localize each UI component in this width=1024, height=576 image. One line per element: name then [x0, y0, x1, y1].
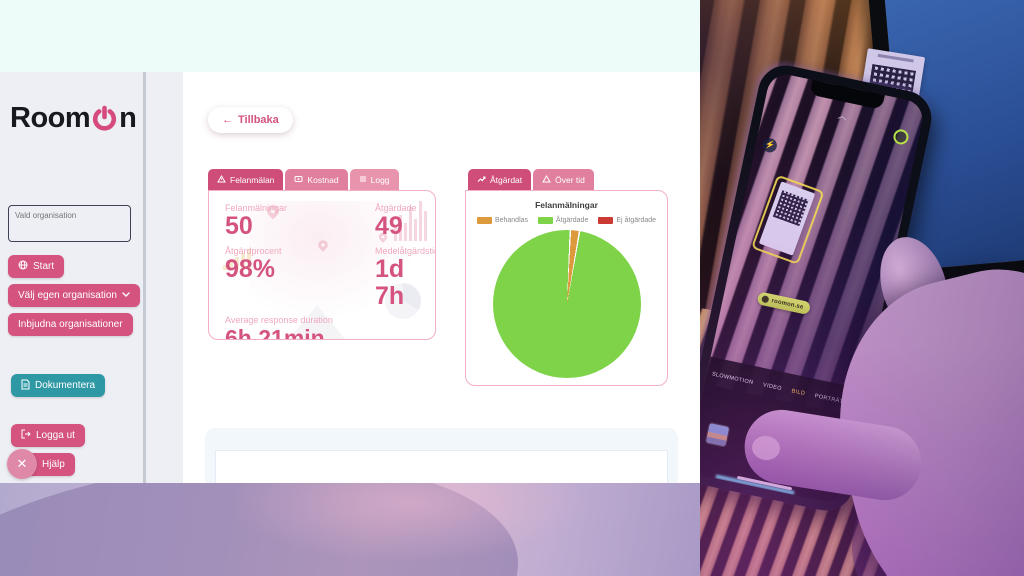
tab-kostnad[interactable]: Kostnad	[285, 169, 348, 190]
stat-label: Felanmälningar	[225, 203, 288, 213]
tab-logg-label: Logg	[370, 174, 390, 185]
tab-atgardat-label: Åtgärdat	[490, 174, 523, 185]
legend-label: Behandlas	[494, 217, 529, 224]
stat-felanmalningar: Felanmälningar 50	[225, 203, 375, 242]
roomon-app: Room n Start Välj egen organisation	[0, 0, 700, 576]
legend-swatch	[476, 217, 492, 224]
help-label: Hjälp	[42, 459, 65, 470]
pie-chart	[492, 230, 641, 378]
legend-label: Åtgärdade	[556, 217, 589, 224]
qr-sticker-title	[877, 53, 914, 63]
arrow-left-icon: ←	[222, 114, 233, 126]
power-icon	[91, 105, 118, 132]
legend-ej-atgardade: Ej åtgärdade	[598, 217, 656, 224]
lower-table-body	[215, 450, 668, 488]
stats-panel: Felanmälningar 50 Åtgärdade 49 Åtgärdpro…	[209, 191, 435, 339]
stat-wide-value: 6h 21min	[225, 324, 325, 340]
invited-organisations-label: Inbjudna organisationer	[18, 319, 123, 330]
legend-swatch	[598, 217, 614, 224]
tab-felanmalan-label: Felanmälan	[230, 174, 275, 185]
trend-chart-icon	[477, 175, 486, 185]
warning-triangle-icon	[217, 174, 226, 185]
logo-text-room: Room	[10, 102, 91, 134]
stat-value: 1d 7h	[375, 255, 405, 310]
legend-label: Ej åtgärdade	[616, 217, 657, 224]
start-button[interactable]: Start	[8, 255, 65, 278]
stat-label: Åtgärdprocent	[225, 246, 282, 257]
mode-slowmotion: SLOWMOTION	[711, 371, 754, 387]
chat-close-button[interactable]: ✕	[7, 449, 37, 479]
lower-table-section	[205, 428, 678, 488]
stats-tabs: Felanmälan Kostnad Logg	[208, 169, 399, 190]
back-button[interactable]: ← Tillbaka	[208, 107, 293, 133]
stat-label: Åtgärdade	[375, 203, 417, 213]
qr-code	[772, 190, 809, 227]
chevron-down-icon	[122, 290, 130, 301]
org-select-input[interactable]	[8, 205, 131, 242]
roomon-logo: Room n	[10, 102, 137, 135]
photo-thumbnail	[704, 421, 731, 448]
chart-legend: Behandlas Åtgärdade Ej åtgärdade	[466, 217, 667, 224]
logout-icon	[21, 429, 31, 442]
invited-organisations-button[interactable]: Inbjudna organisationer	[8, 313, 133, 336]
mode-video: VIDEO	[762, 382, 783, 393]
tab-over-tid-label: Över tid	[555, 174, 585, 185]
back-label: Tillbaka	[238, 114, 279, 126]
choose-organisation-label: Välj egen organisation	[18, 290, 117, 301]
qr-mini-icon	[761, 295, 770, 304]
stat-medelatgardstid: Medelåtgärdstid 1d 7h	[375, 246, 436, 312]
tab-kostnad-label: Kostnad	[307, 174, 339, 185]
document-button[interactable]: Dokumentera	[11, 374, 106, 397]
mode-bild: BILD	[790, 388, 806, 398]
footer-gradient-overlay	[0, 483, 700, 576]
stats-card: Felanmälningar 50 Åtgärdade 49 Åtgärdpro…	[208, 190, 436, 340]
close-icon: ✕	[16, 456, 28, 471]
stat-value: 49	[375, 212, 403, 240]
stat-label: Medelåtgärdstid	[375, 246, 436, 257]
legend-atgardade: Åtgärdade	[538, 217, 588, 224]
warning-triangle-icon	[542, 174, 552, 185]
stat-value: 98%	[225, 255, 276, 284]
stat-atgardade: Åtgärdade 49	[375, 203, 435, 242]
choose-organisation-button[interactable]: Välj egen organisation	[8, 284, 140, 307]
start-label: Start	[33, 261, 55, 272]
document-icon	[21, 379, 30, 393]
stat-wide-label: Average response duration	[225, 314, 333, 325]
tab-logg[interactable]: Logg	[349, 169, 399, 190]
tab-atgardat[interactable]: Åtgärdat	[468, 169, 532, 190]
qr-scan-photo: ︿ ⚡ roomon.se SLOWMOTION VIDEO BILD PO	[700, 0, 1024, 576]
chart-tabs: Åtgärdat Över tid	[468, 169, 594, 190]
logo-text-n: n	[119, 102, 137, 134]
logout-label: Logga ut	[36, 430, 75, 441]
globe-icon	[18, 260, 28, 273]
tab-over-tid[interactable]: Över tid	[533, 169, 594, 190]
top-bar	[0, 0, 700, 72]
logout-button[interactable]: Logga ut	[11, 424, 85, 447]
money-card-icon	[294, 175, 303, 185]
pie-card: Felanmälningar Behandlas Åtgärdade Ej åt…	[465, 190, 668, 386]
legend-swatch	[538, 217, 554, 224]
legend-behandlas: Behandlas	[476, 217, 529, 224]
list-icon	[359, 175, 367, 185]
sidebar-divider	[143, 72, 146, 576]
stat-value: 50	[225, 212, 253, 240]
stat-atgardprocent: Åtgärdprocent 98%	[225, 246, 375, 312]
chart-title: Felanmälningar	[535, 200, 598, 210]
tab-felanmalan[interactable]: Felanmälan	[208, 169, 284, 190]
document-label: Dokumentera	[35, 380, 96, 391]
